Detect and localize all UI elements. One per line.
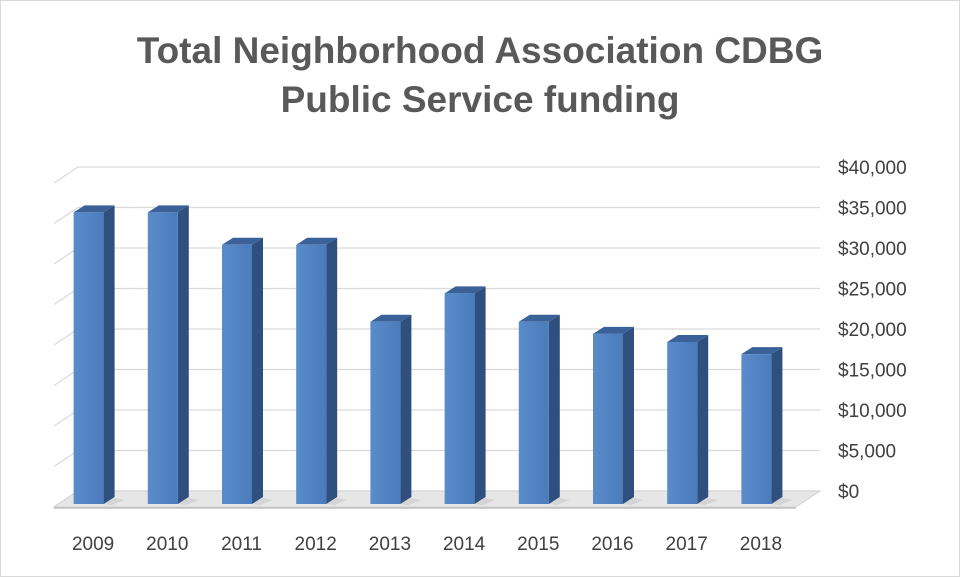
bar-top xyxy=(147,205,189,213)
bar-front xyxy=(667,342,698,504)
x-tick-label: 2014 xyxy=(443,534,486,555)
bar-shadow xyxy=(326,498,348,505)
bar-top xyxy=(73,205,115,213)
x-tick-label: 2010 xyxy=(146,534,188,555)
y-tick-label: $5,000 xyxy=(838,442,896,463)
x-tick-label: 2015 xyxy=(517,534,559,555)
bar-side xyxy=(697,335,709,504)
bar-top xyxy=(222,237,263,245)
bar-side xyxy=(400,314,412,504)
y-tick-label: $0 xyxy=(838,482,859,503)
x-tick-label: 2011 xyxy=(221,534,262,555)
bar-top xyxy=(667,335,709,342)
bar-2011 xyxy=(222,237,273,505)
y-tick-label: $40,000 xyxy=(838,158,907,179)
x-tick-label: 2016 xyxy=(591,534,633,555)
bar-side xyxy=(252,237,263,505)
bars xyxy=(73,205,793,505)
bar-top xyxy=(370,314,412,322)
bar-shadow xyxy=(474,498,496,505)
gridline xyxy=(53,166,820,184)
x-tick-label: 2012 xyxy=(295,534,337,555)
x-tick-label: 2009 xyxy=(72,534,114,555)
bar-top xyxy=(296,237,338,245)
bar-2018 xyxy=(741,347,793,505)
bar-top xyxy=(444,286,486,294)
y-tick-label: $30,000 xyxy=(838,239,907,260)
bar-top xyxy=(741,347,783,355)
bar-shadow xyxy=(548,498,570,505)
bar-2016 xyxy=(593,326,644,505)
bar-shadow xyxy=(697,498,719,505)
bar-shadow xyxy=(400,498,422,505)
bar-side xyxy=(103,205,115,504)
bar-2015 xyxy=(518,314,570,505)
y-tick-label: $35,000 xyxy=(838,199,907,220)
bar-front xyxy=(741,354,772,504)
x-tick-label: 2013 xyxy=(369,534,411,555)
bar-top xyxy=(518,314,560,322)
bar-front xyxy=(370,321,401,504)
bar-side xyxy=(771,347,783,504)
gridline xyxy=(53,206,820,224)
bar-2009 xyxy=(73,205,125,505)
x-tick-label: 2018 xyxy=(740,534,782,555)
bar-side xyxy=(548,314,560,504)
bar-front xyxy=(518,321,549,504)
chart-title-line-1: Total Neighborhood Association CDBG xyxy=(136,30,824,71)
x-tick-label: 2017 xyxy=(666,534,708,555)
bar-2012 xyxy=(296,237,348,505)
bar-2010 xyxy=(147,205,199,505)
bar-shadow xyxy=(252,498,273,505)
bar-shadow xyxy=(177,498,199,505)
bar-shadow xyxy=(623,498,644,505)
bar-2013 xyxy=(370,314,422,505)
bar-shadow xyxy=(103,498,125,505)
y-tick-label: $10,000 xyxy=(838,401,907,422)
bar-top xyxy=(593,326,634,334)
x-axis-ticks: 2009 2010 2011 2012 2013 2014 2015 2016 2017 2018 xyxy=(72,534,782,555)
bar-2014 xyxy=(444,286,496,505)
y-tick-label: $25,000 xyxy=(838,280,907,301)
y-axis-ticks: $0 $5,000 $10,000 $15,000 $20,000 $25,000 $30,… xyxy=(838,158,907,503)
bar-front xyxy=(444,293,475,504)
bar-front xyxy=(73,212,104,504)
y-tick-label: $20,000 xyxy=(838,320,907,341)
bar-side xyxy=(623,326,634,504)
chart-title: Total Neighborhood Association CDBG Publ… xyxy=(0,26,960,124)
bar-side xyxy=(474,286,486,504)
bar-front xyxy=(593,333,623,504)
bar-shadow xyxy=(771,498,793,505)
y-tick-label: $15,000 xyxy=(838,361,907,382)
chart-title-line-2: Public Service funding xyxy=(280,79,680,120)
bar-side xyxy=(177,205,189,504)
bar-front xyxy=(147,212,178,504)
bar-front xyxy=(296,244,327,505)
bar-side xyxy=(326,237,338,505)
bar-2017 xyxy=(667,335,719,505)
bar-front xyxy=(222,244,252,505)
